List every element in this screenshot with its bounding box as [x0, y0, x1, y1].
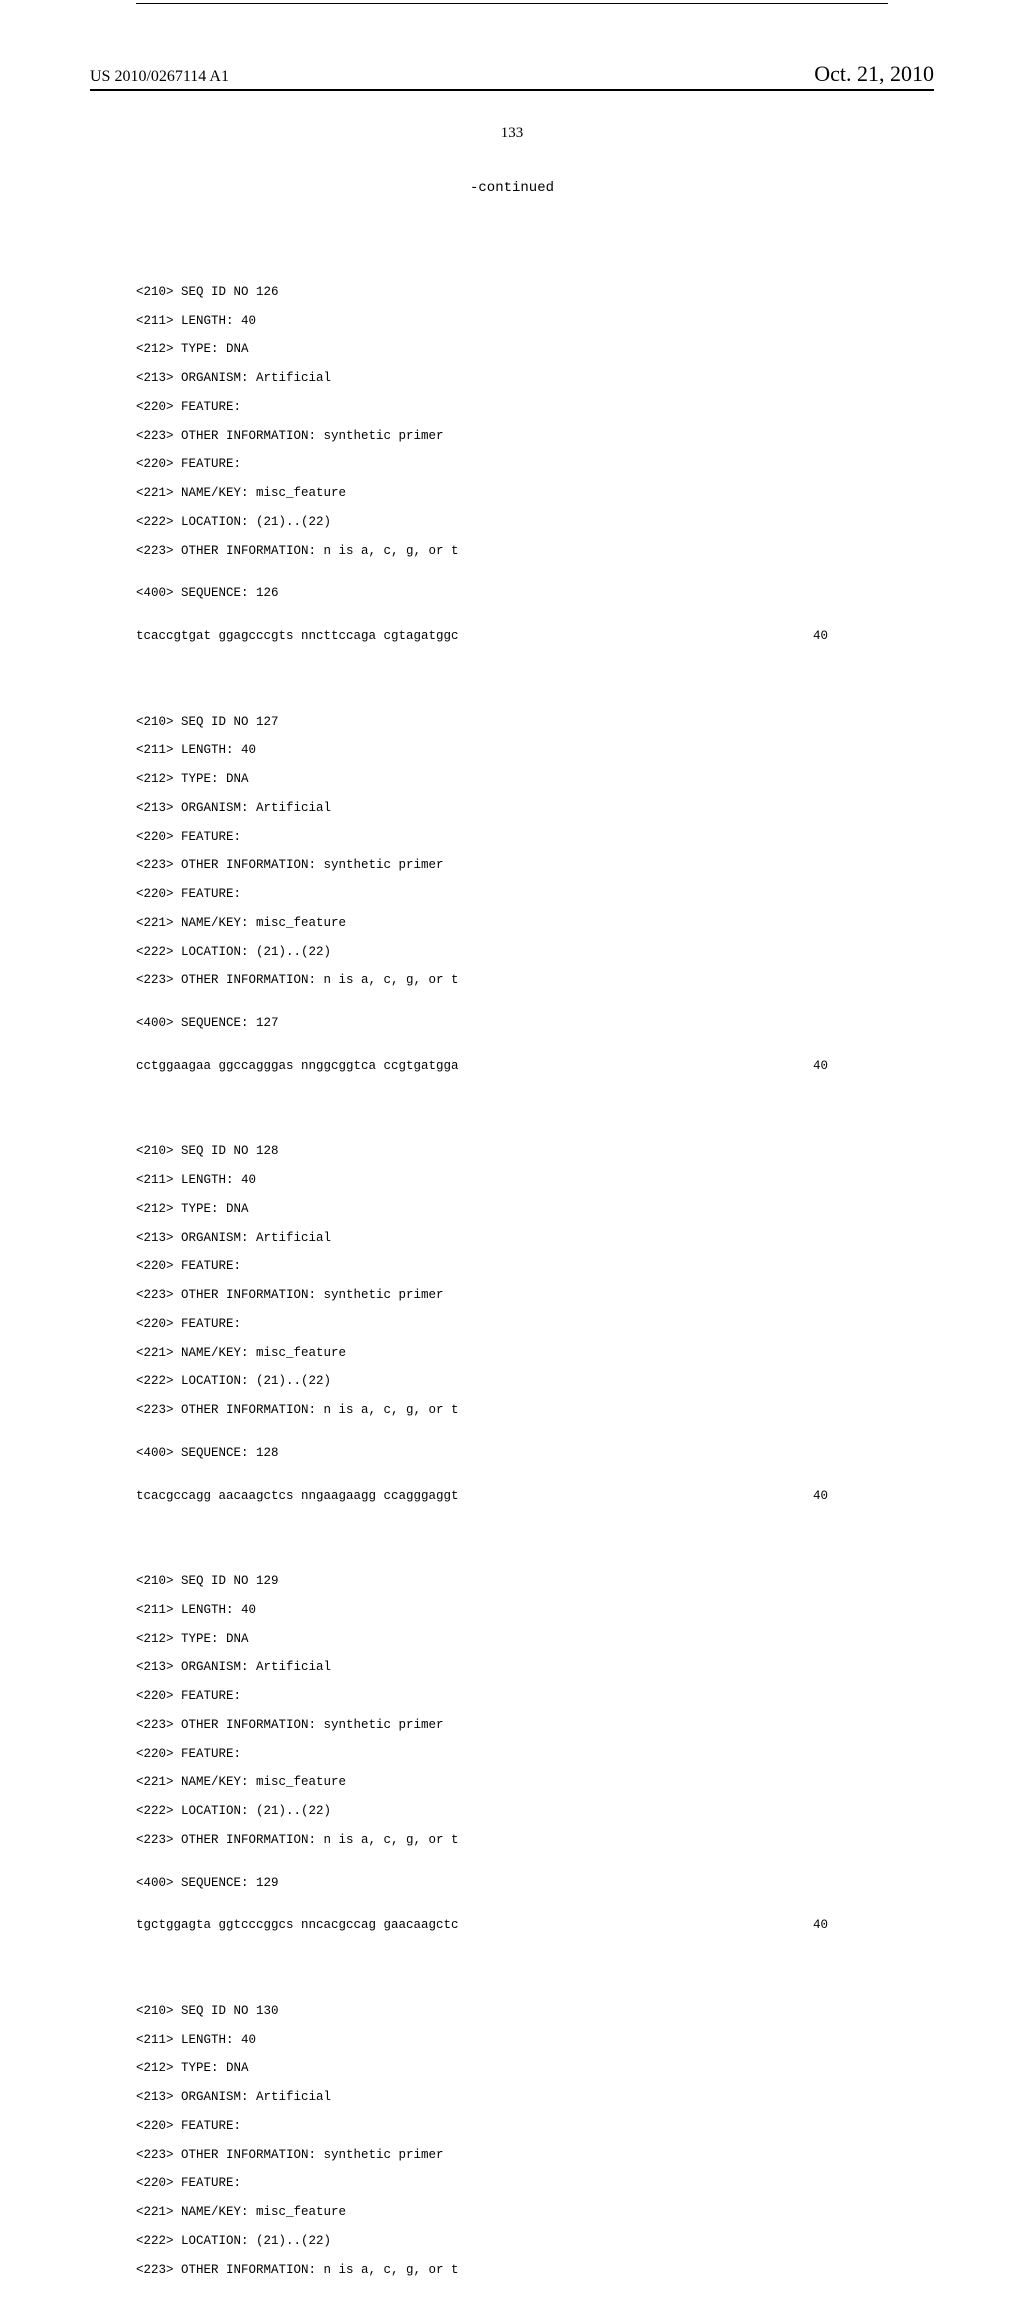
sequence-length: 40 — [813, 1059, 888, 1073]
seq-meta: <220> FEATURE: — [136, 1317, 888, 1331]
seq-header: <400> SEQUENCE: 129 — [136, 1876, 888, 1890]
seq-meta: <220> FEATURE: — [136, 1259, 888, 1273]
seq-meta: <222> LOCATION: (21)..(22) — [136, 945, 888, 959]
seq-meta: <220> FEATURE: — [136, 2119, 888, 2133]
seq-meta: <211> LENGTH: 40 — [136, 314, 888, 328]
seq-meta: <211> LENGTH: 40 — [136, 2033, 888, 2047]
seq-meta: <223> OTHER INFORMATION: synthetic prime… — [136, 429, 888, 443]
seq-meta: <213> ORGANISM: Artificial — [136, 1660, 888, 1674]
page-number: 133 — [90, 125, 934, 142]
page-header: US 2010/0267114 A1 Oct. 21, 2010 133 -co… — [0, 61, 1024, 196]
sequence-block: <210> SEQ ID NO 130 <211> LENGTH: 40 <21… — [136, 1989, 888, 2291]
publication-number: US 2010/0267114 A1 — [90, 68, 229, 86]
seq-meta: <222> LOCATION: (21)..(22) — [136, 515, 888, 529]
sequence-row: tcaccgtgat ggagcccgts nncttccaga cgtagat… — [136, 629, 888, 643]
seq-meta: <212> TYPE: DNA — [136, 2061, 888, 2075]
seq-meta: <220> FEATURE: — [136, 1747, 888, 1761]
seq-meta: <221> NAME/KEY: misc_feature — [136, 2205, 888, 2219]
seq-meta: <223> OTHER INFORMATION: n is a, c, g, o… — [136, 544, 888, 558]
seq-meta: <213> ORGANISM: Artificial — [136, 371, 888, 385]
seq-header: <400> SEQUENCE: 127 — [136, 1016, 888, 1030]
sequence-listing: <210> SEQ ID NO 126 <211> LENGTH: 40 <21… — [136, 228, 888, 2306]
sequence-block: <210> SEQ ID NO 129 <211> LENGTH: 40 <21… — [136, 1560, 888, 1947]
seq-meta: <211> LENGTH: 40 — [136, 743, 888, 757]
continued-label: -continued — [90, 180, 934, 196]
seq-meta: <221> NAME/KEY: misc_feature — [136, 1346, 888, 1360]
publication-date: Oct. 21, 2010 — [814, 61, 934, 87]
sequence-length: 40 — [813, 629, 888, 643]
seq-meta: <220> FEATURE: — [136, 830, 888, 844]
seq-meta: <211> LENGTH: 40 — [136, 1603, 888, 1617]
seq-meta: <221> NAME/KEY: misc_feature — [136, 916, 888, 930]
seq-meta: <210> SEQ ID NO 129 — [136, 1574, 888, 1588]
sequence-text: tcaccgtgat ggagcccgts nncttccaga cgtagat… — [136, 629, 459, 643]
seq-meta: <222> LOCATION: (21)..(22) — [136, 1804, 888, 1818]
seq-meta: <223> OTHER INFORMATION: n is a, c, g, o… — [136, 973, 888, 987]
sequence-row: tcacgccagg aacaagctcs nngaagaagg ccaggga… — [136, 1489, 888, 1503]
seq-meta: <211> LENGTH: 40 — [136, 1173, 888, 1187]
seq-meta: <223> OTHER INFORMATION: n is a, c, g, o… — [136, 1403, 888, 1417]
sequence-row: cctggaagaa ggccagggas nnggcggtca ccgtgat… — [136, 1059, 888, 1073]
sequence-block: <210> SEQ ID NO 126 <211> LENGTH: 40 <21… — [136, 270, 888, 657]
seq-meta: <210> SEQ ID NO 127 — [136, 715, 888, 729]
seq-meta: <223> OTHER INFORMATION: n is a, c, g, o… — [136, 1833, 888, 1847]
divider-top — [136, 3, 888, 4]
seq-meta: <223> OTHER INFORMATION: n is a, c, g, o… — [136, 2263, 888, 2277]
seq-meta: <210> SEQ ID NO 128 — [136, 1144, 888, 1158]
seq-meta: <223> OTHER INFORMATION: synthetic prime… — [136, 2148, 888, 2162]
sequence-text: tgctggagta ggtcccggcs nncacgccag gaacaag… — [136, 1918, 459, 1932]
seq-meta: <210> SEQ ID NO 126 — [136, 285, 888, 299]
seq-meta: <222> LOCATION: (21)..(22) — [136, 1374, 888, 1388]
seq-header: <400> SEQUENCE: 126 — [136, 586, 888, 600]
seq-meta: <223> OTHER INFORMATION: synthetic prime… — [136, 1718, 888, 1732]
seq-meta: <220> FEATURE: — [136, 457, 888, 471]
header-row: US 2010/0267114 A1 Oct. 21, 2010 — [90, 61, 934, 91]
sequence-block: <210> SEQ ID NO 128 <211> LENGTH: 40 <21… — [136, 1130, 888, 1517]
seq-meta: <212> TYPE: DNA — [136, 1632, 888, 1646]
sequence-length: 40 — [813, 1489, 888, 1503]
seq-meta: <221> NAME/KEY: misc_feature — [136, 1775, 888, 1789]
seq-meta: <221> NAME/KEY: misc_feature — [136, 486, 888, 500]
seq-meta: <213> ORGANISM: Artificial — [136, 2090, 888, 2104]
seq-meta: <222> LOCATION: (21)..(22) — [136, 2234, 888, 2248]
sequence-text: cctggaagaa ggccagggas nnggcggtca ccgtgat… — [136, 1059, 459, 1073]
seq-meta: <213> ORGANISM: Artificial — [136, 801, 888, 815]
sequence-length: 40 — [813, 1918, 888, 1932]
sequence-block: <210> SEQ ID NO 127 <211> LENGTH: 40 <21… — [136, 700, 888, 1087]
seq-meta: <213> ORGANISM: Artificial — [136, 1231, 888, 1245]
sequence-text: tcacgccagg aacaagctcs nngaagaagg ccaggga… — [136, 1489, 459, 1503]
seq-meta: <210> SEQ ID NO 130 — [136, 2004, 888, 2018]
seq-meta: <220> FEATURE: — [136, 400, 888, 414]
seq-meta: <223> OTHER INFORMATION: synthetic prime… — [136, 1288, 888, 1302]
seq-meta: <212> TYPE: DNA — [136, 342, 888, 356]
seq-meta: <212> TYPE: DNA — [136, 1202, 888, 1216]
seq-meta: <220> FEATURE: — [136, 1689, 888, 1703]
seq-meta: <220> FEATURE: — [136, 887, 888, 901]
seq-meta: <223> OTHER INFORMATION: synthetic prime… — [136, 858, 888, 872]
seq-meta: <212> TYPE: DNA — [136, 772, 888, 786]
seq-header: <400> SEQUENCE: 128 — [136, 1446, 888, 1460]
seq-meta: <220> FEATURE: — [136, 2176, 888, 2190]
sequence-row: tgctggagta ggtcccggcs nncacgccag gaacaag… — [136, 1918, 888, 1932]
